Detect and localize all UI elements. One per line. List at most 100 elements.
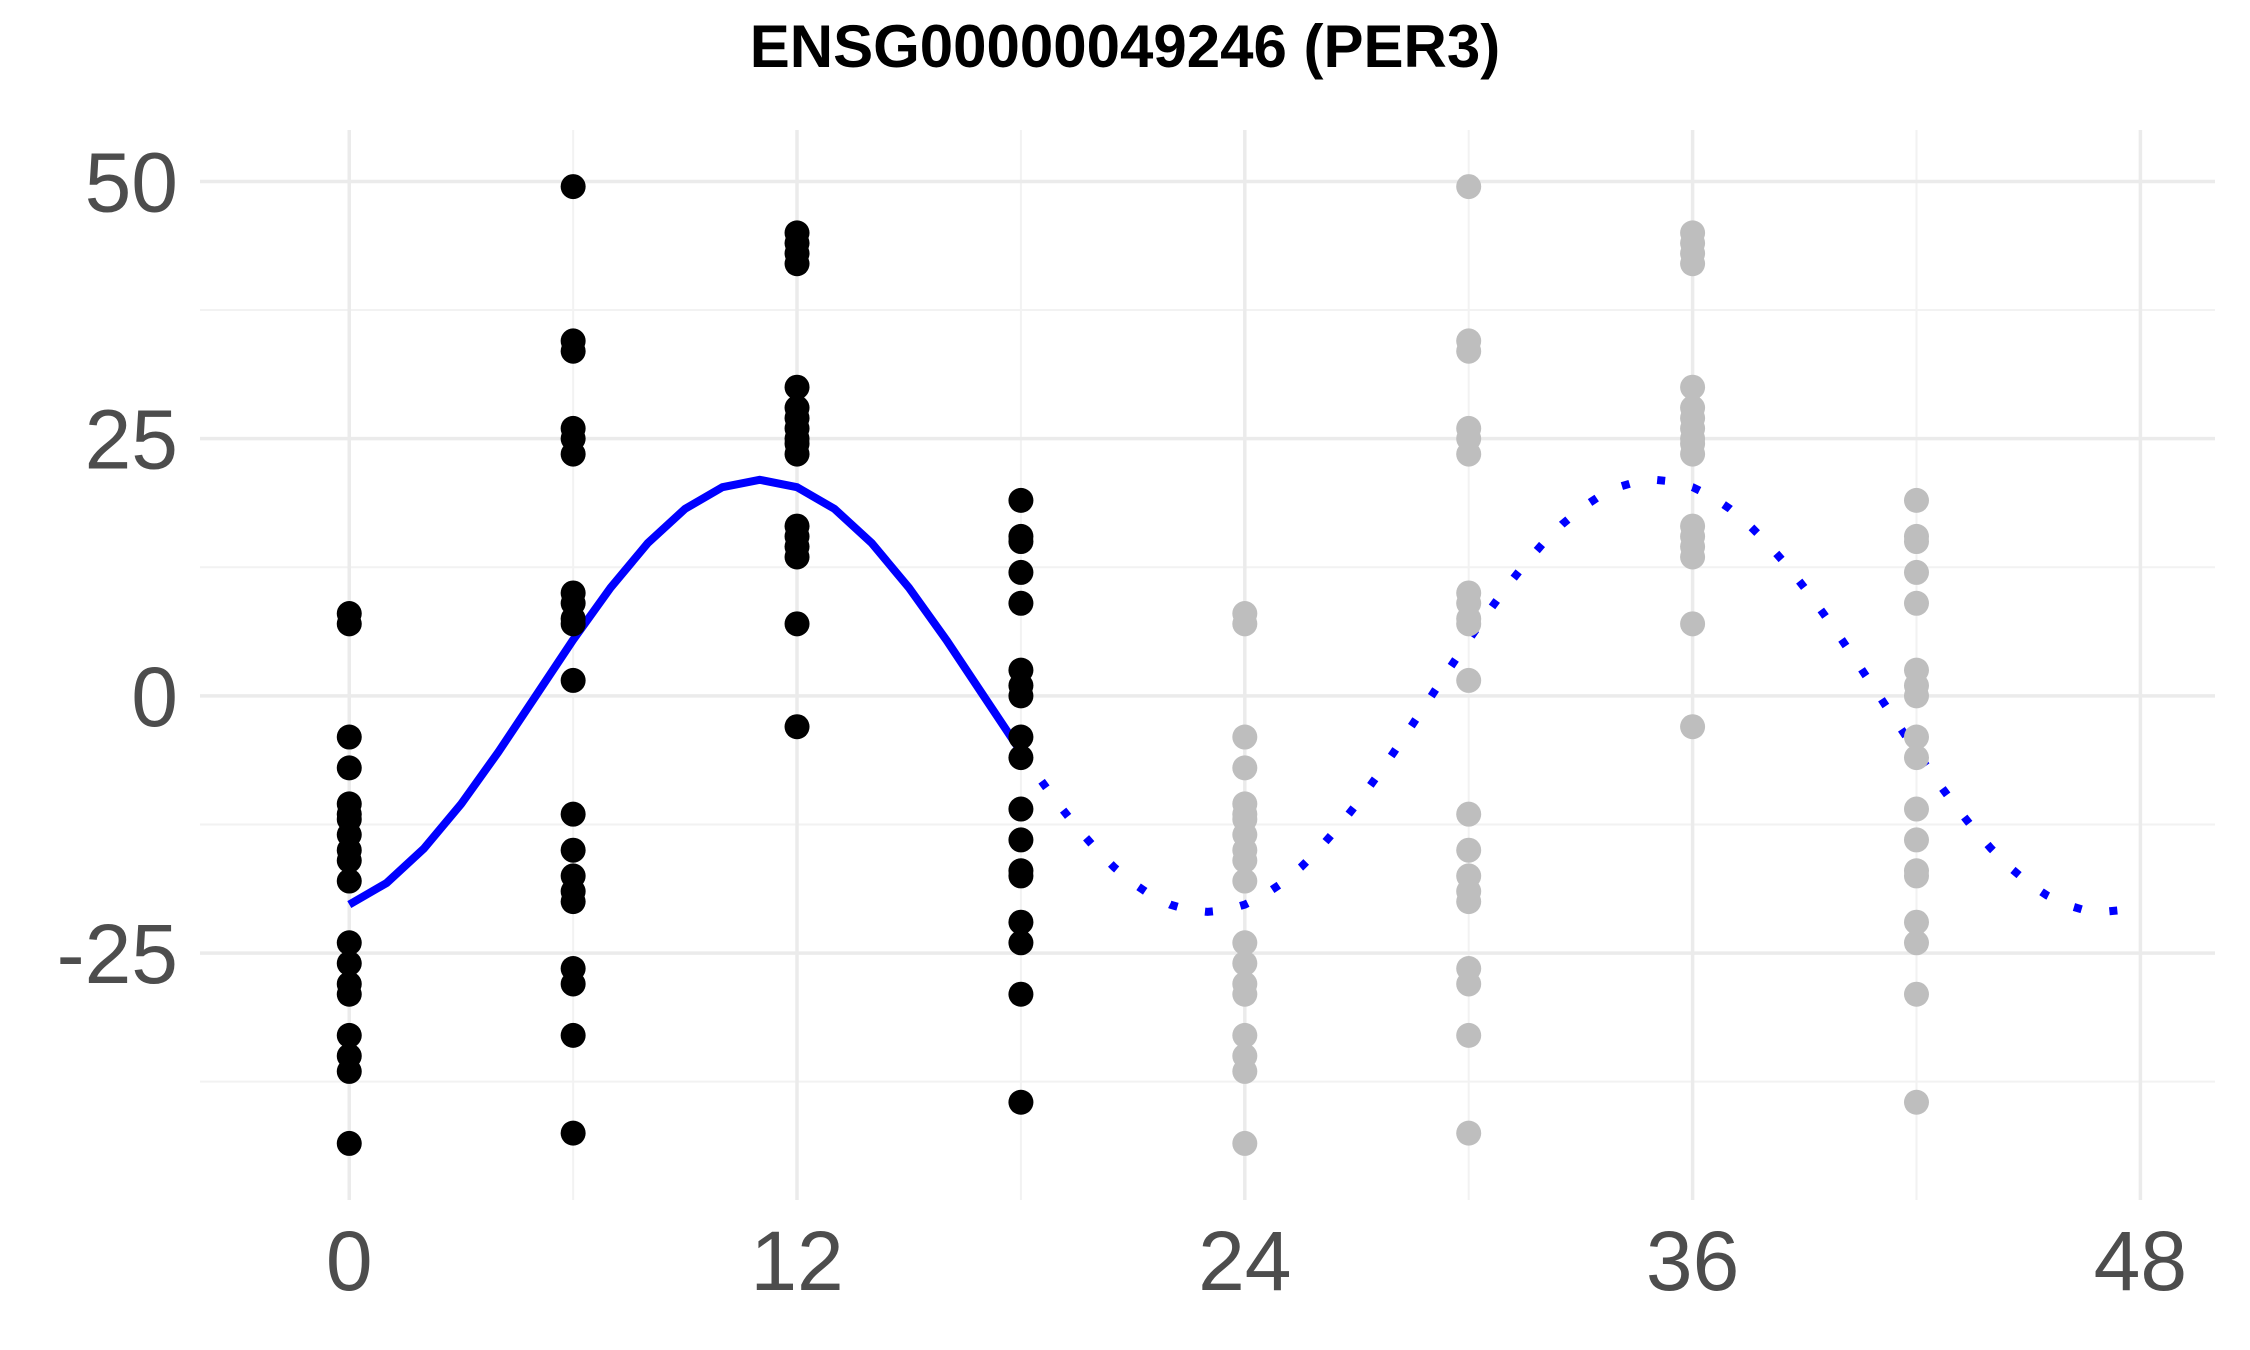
repeated-point	[1903, 487, 1929, 513]
repeated-point	[1456, 667, 1482, 693]
observed-point	[560, 889, 586, 915]
repeated-points-layer	[1232, 174, 1929, 1156]
repeated-point	[1903, 981, 1929, 1007]
observed-point	[1008, 981, 1034, 1007]
observed-point	[784, 251, 810, 277]
observed-point	[1008, 590, 1034, 616]
x-tick-label: 48	[2094, 1214, 2187, 1308]
repeated-point	[1232, 611, 1258, 637]
repeated-point	[1232, 981, 1258, 1007]
observed-points-layer	[336, 174, 1034, 1156]
observed-point	[336, 755, 362, 781]
observed-point	[1008, 683, 1034, 709]
repeated-point	[1456, 174, 1482, 200]
observed-point	[560, 837, 586, 863]
observed-point	[1008, 1089, 1034, 1115]
observed-point	[336, 1058, 362, 1084]
y-tick-label: 25	[85, 393, 178, 487]
observed-point	[1008, 930, 1034, 956]
repeated-point	[1456, 1022, 1482, 1048]
repeated-point	[1456, 971, 1482, 997]
repeated-point	[1903, 930, 1929, 956]
fit-curve-layer	[347, 475, 2142, 916]
repeated-point	[1232, 724, 1258, 750]
repeated-point	[1903, 745, 1929, 771]
repeated-point	[1456, 611, 1482, 637]
repeated-point	[1903, 909, 1929, 935]
observed-point	[784, 441, 810, 467]
repeated-point	[1456, 338, 1482, 364]
repeated-point	[1903, 863, 1929, 889]
repeated-point	[1232, 847, 1258, 873]
observed-point	[560, 971, 586, 997]
x-tick-label: 12	[750, 1214, 843, 1308]
chart-title: ENSG00000049246 (PER3)	[749, 13, 1501, 80]
repeated-point	[1232, 1022, 1258, 1048]
repeated-point	[1232, 950, 1258, 976]
repeated-point	[1903, 590, 1929, 616]
observed-point	[1008, 909, 1034, 935]
repeated-point	[1680, 611, 1706, 637]
observed-point	[784, 714, 810, 740]
repeated-point	[1456, 1120, 1482, 1146]
repeated-point	[1456, 441, 1482, 467]
y-tick-label: 50	[85, 135, 178, 229]
observed-point	[1008, 724, 1034, 750]
repeated-point	[1680, 441, 1706, 467]
observed-point	[336, 1130, 362, 1156]
observed-point	[1008, 529, 1034, 555]
repeated-point	[1232, 868, 1258, 894]
repeated-point	[1456, 801, 1482, 827]
repeated-point	[1232, 755, 1258, 781]
repeated-point	[1680, 544, 1706, 570]
repeated-point	[1680, 251, 1706, 277]
observed-point	[336, 930, 362, 956]
repeated-point	[1903, 796, 1929, 822]
observed-point	[1008, 487, 1034, 513]
observed-point	[336, 868, 362, 894]
observed-point	[784, 374, 810, 400]
observed-point	[560, 1120, 586, 1146]
observed-point	[560, 1022, 586, 1048]
repeated-point	[1680, 714, 1706, 740]
observed-point	[1008, 745, 1034, 771]
repeated-point	[1903, 683, 1929, 709]
repeated-point	[1456, 837, 1482, 863]
x-tick-label: 0	[326, 1214, 373, 1308]
x-tick-label: 36	[1646, 1214, 1739, 1308]
y-tick-label: 0	[131, 650, 178, 744]
x-tick-label: 24	[1198, 1214, 1291, 1308]
y-tick-label: -25	[57, 907, 178, 1001]
repeated-point	[1456, 889, 1482, 915]
observed-point	[560, 338, 586, 364]
observed-point	[560, 174, 586, 200]
observed-point	[1008, 796, 1034, 822]
observed-point	[784, 611, 810, 637]
repeated-point	[1232, 930, 1258, 956]
repeated-point	[1232, 1058, 1258, 1084]
observed-point	[560, 441, 586, 467]
fit-line-solid	[347, 475, 1025, 909]
observed-point	[1008, 827, 1034, 853]
y-axis-tick-labels: -25 0 25 50	[57, 135, 178, 1001]
grid-major-lines	[200, 130, 2215, 1200]
repeated-point	[1903, 559, 1929, 585]
observed-point	[336, 724, 362, 750]
observed-point	[1008, 559, 1034, 585]
observed-point	[336, 1022, 362, 1048]
x-axis-tick-labels: 0 12 24 36 48	[326, 1214, 2187, 1308]
grid-minor-lines	[200, 130, 2215, 1200]
repeated-point	[1232, 1130, 1258, 1156]
repeated-point	[1903, 827, 1929, 853]
repeated-point	[1903, 724, 1929, 750]
repeated-point	[1903, 1089, 1929, 1115]
observed-point	[336, 847, 362, 873]
observed-point	[336, 981, 362, 1007]
repeated-point	[1680, 374, 1706, 400]
observed-point	[336, 950, 362, 976]
observed-point	[1008, 863, 1034, 889]
observed-point	[560, 611, 586, 637]
observed-point	[336, 611, 362, 637]
repeated-point	[1903, 529, 1929, 555]
